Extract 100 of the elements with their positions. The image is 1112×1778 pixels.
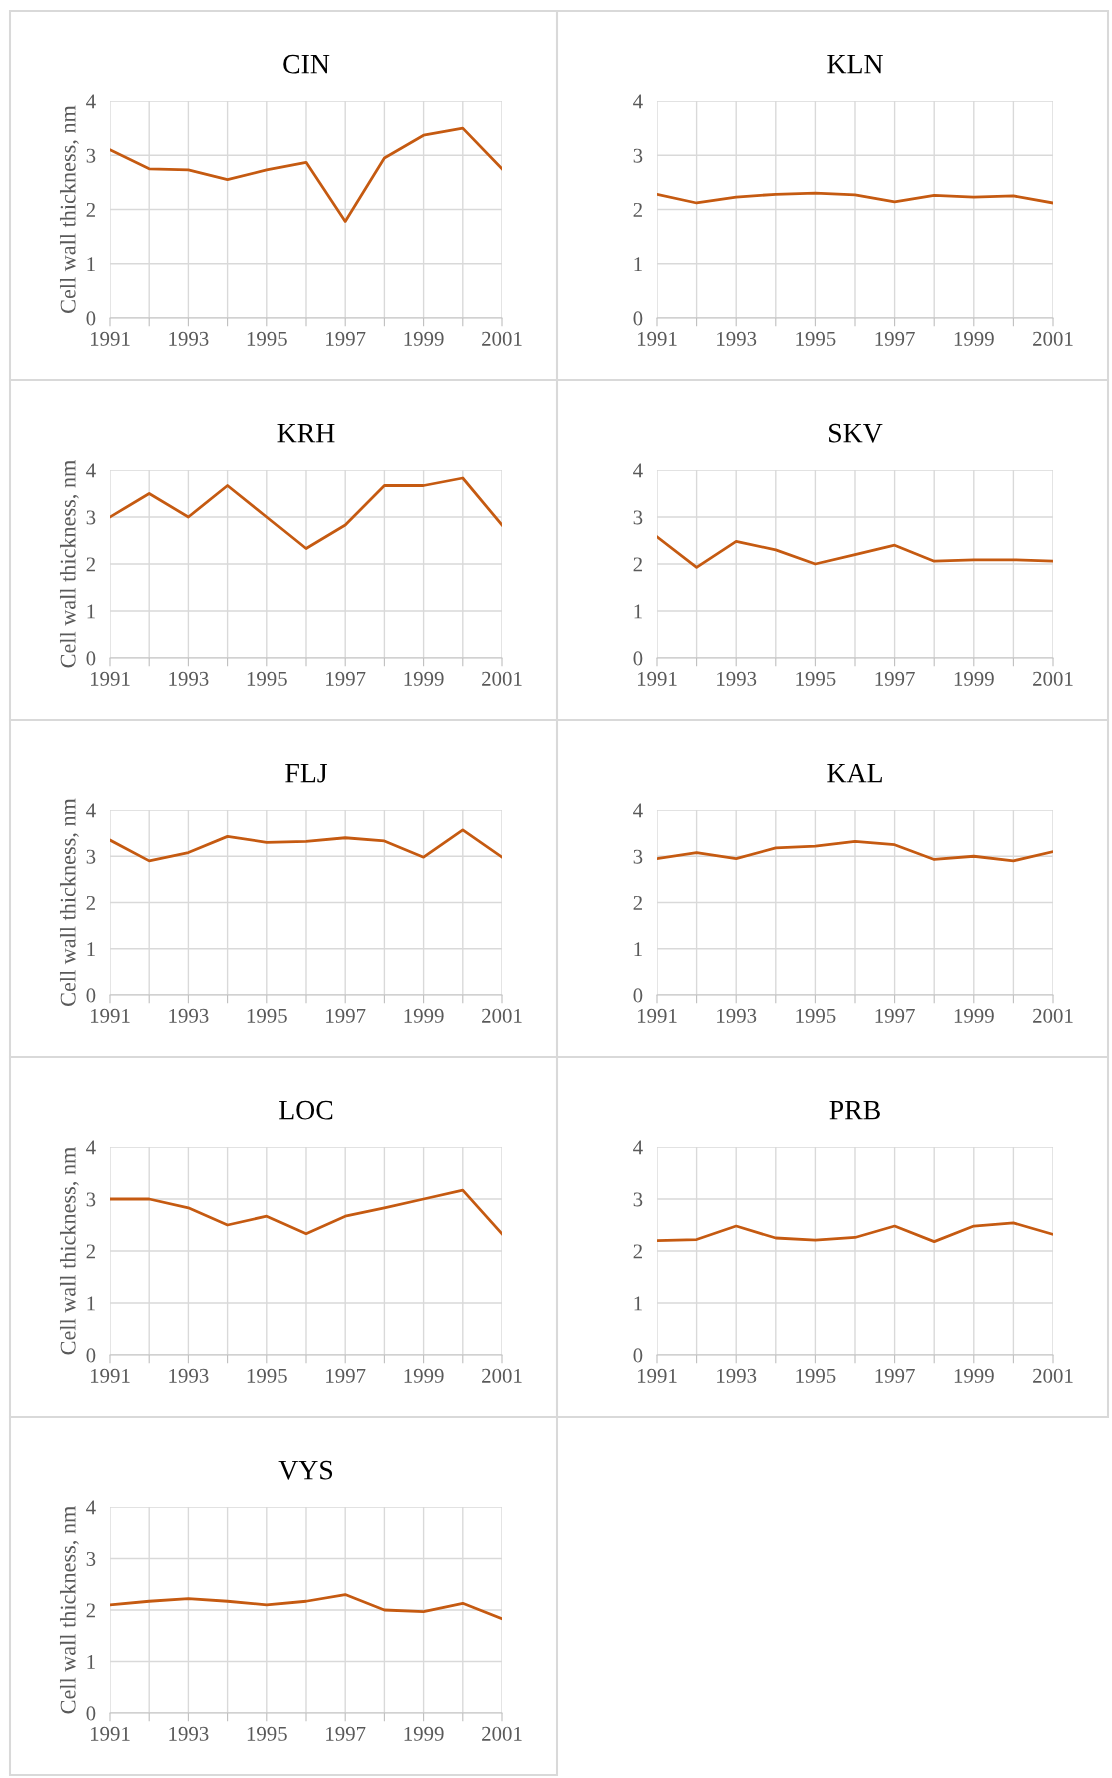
- chart-title: KLN: [827, 55, 883, 74]
- x-tick-label: 1999: [404, 1008, 444, 1023]
- x-tick-label: 1997: [875, 671, 915, 686]
- x-tick-label: 1999: [954, 1008, 994, 1023]
- y-tick-label: 1: [634, 257, 642, 271]
- y-tick-label: 0: [86, 988, 96, 1003]
- x-tick-label: 2001: [1033, 1368, 1073, 1383]
- chart-title: CIN: [283, 54, 330, 74]
- x-tick-label: 1999: [954, 671, 994, 686]
- x-tick-label: 1995: [247, 1726, 287, 1741]
- chart-title: KAL: [827, 763, 882, 783]
- x-tick-label: 1991: [638, 331, 677, 346]
- x-tick-label: 1999: [954, 331, 994, 346]
- y-tick-label: 3: [86, 849, 96, 864]
- y-tick-label: 3: [86, 1192, 96, 1207]
- y-tick-label: 4: [86, 1140, 96, 1155]
- y-tick-label: 0: [633, 651, 643, 666]
- x-tick-label: 1999: [954, 1368, 994, 1383]
- x-tick-label: 1993: [169, 1008, 209, 1023]
- line-series: [657, 191, 1053, 205]
- y-tick-label: 4: [86, 1500, 96, 1515]
- x-tick-label: 1995: [247, 1008, 287, 1023]
- x-tick-label: 1997: [875, 1368, 915, 1383]
- x-tick-label: 1997: [326, 1008, 366, 1023]
- y-tick-label: 2: [86, 1603, 95, 1618]
- y-axis-title: Cell wall thickness, nm: [59, 105, 79, 313]
- line-series: [110, 476, 502, 550]
- y-tick-label: 4: [633, 94, 643, 109]
- chart-title: LOC: [279, 1100, 333, 1120]
- y-tick-label: 0: [86, 1706, 96, 1721]
- x-tick-label: 1997: [326, 331, 366, 346]
- y-tick-label: 4: [86, 94, 96, 109]
- y-tick-label: 3: [633, 1192, 643, 1207]
- y-tick-label: 2: [86, 557, 95, 572]
- x-tick-label: 1997: [326, 1368, 366, 1383]
- y-tick-label: 2: [633, 895, 642, 910]
- y-axis-title: Cell wall thickness, nm: [59, 1506, 79, 1714]
- x-tick-label: 2001: [482, 331, 522, 346]
- x-tick-label: 1993: [169, 1368, 209, 1383]
- y-axis-title: Cell wall thickness, nm: [59, 460, 79, 668]
- x-tick-label: 1993: [717, 331, 757, 346]
- x-tick-label: 1993: [169, 1726, 209, 1741]
- line-series: [110, 828, 502, 863]
- y-tick-label: 1: [634, 1296, 642, 1311]
- y-tick-label: 3: [86, 148, 96, 163]
- x-tick-label: 1999: [404, 331, 444, 346]
- line-series: [657, 535, 1053, 569]
- y-tick-label: 1: [87, 257, 95, 271]
- y-tick-label: 0: [86, 651, 96, 666]
- x-tick-label: 1995: [247, 671, 287, 686]
- x-tick-label: 1995: [796, 331, 836, 346]
- y-tick-label: 3: [86, 510, 96, 525]
- x-tick-label: 1991: [91, 331, 130, 346]
- line-series: [110, 126, 502, 223]
- x-tick-label: 1993: [717, 1008, 757, 1023]
- y-tick-label: 1: [87, 1654, 95, 1669]
- x-tick-label: 1991: [91, 1726, 130, 1741]
- y-tick-label: 0: [86, 1348, 96, 1363]
- y-tick-label: 2: [86, 202, 95, 217]
- x-tick-label: 2001: [482, 1008, 522, 1023]
- y-tick-label: 4: [633, 803, 643, 818]
- x-tick-label: 1999: [404, 671, 444, 686]
- x-tick-label: 1991: [638, 1368, 677, 1383]
- x-tick-label: 1997: [326, 1726, 366, 1741]
- y-tick-label: 2: [86, 1244, 95, 1259]
- x-tick-label: 1991: [638, 671, 677, 686]
- y-axis-title: Cell wall thickness, nm: [59, 798, 79, 1006]
- y-tick-label: 0: [633, 311, 643, 326]
- x-tick-label: 1993: [717, 1368, 757, 1383]
- x-tick-label: 1991: [91, 1008, 130, 1023]
- chart-title: FLJ: [285, 764, 328, 783]
- x-tick-label: 1991: [91, 671, 130, 686]
- y-tick-label: 2: [86, 895, 95, 910]
- x-tick-label: 1997: [875, 331, 915, 346]
- x-tick-label: 2001: [482, 1726, 522, 1741]
- x-tick-label: 1993: [717, 671, 757, 686]
- line-series: [657, 840, 1053, 863]
- chart-title: SKV: [829, 423, 883, 443]
- x-tick-label: 2001: [1033, 1008, 1073, 1023]
- chart-title: PRB: [829, 1101, 880, 1120]
- y-tick-label: 1: [87, 1296, 95, 1311]
- line-series: [657, 1221, 1053, 1244]
- y-tick-label: 2: [633, 1244, 642, 1259]
- line-series: [110, 1593, 502, 1621]
- y-tick-label: 3: [633, 510, 643, 525]
- x-tick-label: 2001: [482, 671, 522, 686]
- x-tick-label: 1995: [796, 671, 836, 686]
- y-tick-label: 4: [86, 803, 96, 818]
- x-tick-label: 1993: [169, 671, 209, 686]
- y-tick-label: 4: [633, 463, 643, 478]
- x-tick-label: 1995: [796, 1008, 836, 1023]
- x-tick-label: 1991: [91, 1368, 130, 1383]
- y-tick-label: 0: [86, 311, 96, 326]
- x-tick-label: 1995: [247, 331, 287, 346]
- y-tick-label: 0: [633, 1348, 643, 1363]
- x-tick-label: 1997: [326, 671, 366, 686]
- y-tick-label: 1: [87, 604, 95, 619]
- x-tick-label: 2001: [482, 1368, 522, 1383]
- x-tick-label: 1999: [404, 1368, 444, 1383]
- y-tick-label: 2: [633, 557, 642, 572]
